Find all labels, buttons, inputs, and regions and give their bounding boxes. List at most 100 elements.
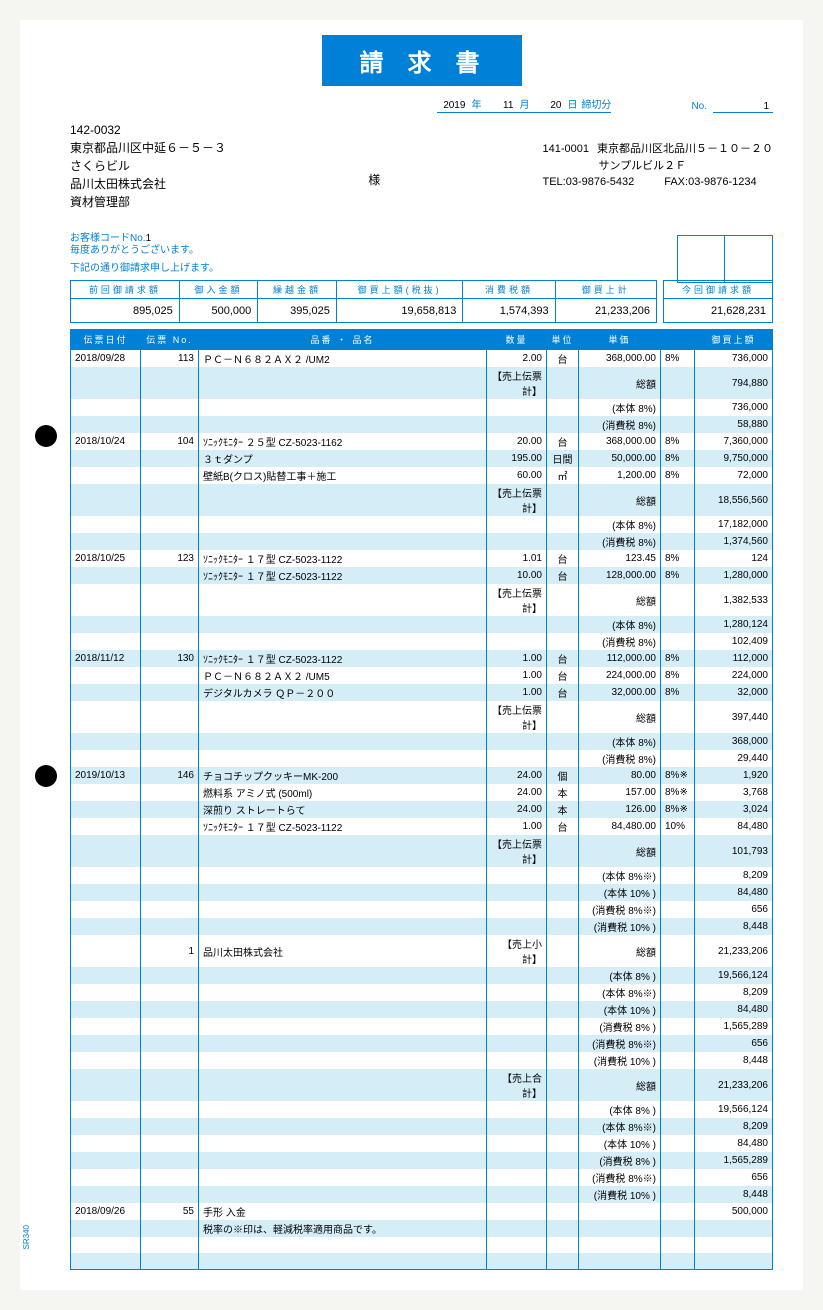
- unit-cell: [547, 884, 579, 901]
- unit-cell: [547, 1135, 579, 1152]
- date-cell: [71, 684, 141, 701]
- tax-cell: [661, 918, 695, 935]
- price-cell: 総額: [579, 701, 661, 733]
- slip-cell: [141, 967, 199, 984]
- price-cell: (消費税 8%): [579, 533, 661, 550]
- detail-header: 単位: [547, 330, 579, 350]
- name-cell: [199, 984, 487, 1001]
- price-cell: (本体 8% ): [579, 1101, 661, 1118]
- name-cell: ＰＣ－Ｎ６８２ＡＸ２ /UM2: [199, 350, 487, 368]
- amount-cell: 84,480: [695, 1135, 773, 1152]
- table-row: 【売上伝票計】総額794,880: [71, 367, 773, 399]
- summary-value: 500,000: [179, 299, 258, 323]
- name-cell: [199, 1169, 487, 1186]
- date-cell: [71, 1237, 141, 1253]
- date-cell: [71, 1101, 141, 1118]
- qty-cell: [487, 516, 547, 533]
- name-cell: [199, 867, 487, 884]
- unit-cell: 本: [547, 784, 579, 801]
- qty-cell: [487, 984, 547, 1001]
- name-cell: 税率の※印は、軽減税率適用商品です。: [199, 1220, 487, 1237]
- tax-cell: 8%※: [661, 801, 695, 818]
- unit-cell: [547, 416, 579, 433]
- slip-cell: [141, 484, 199, 516]
- date-cell: [71, 416, 141, 433]
- amount-cell: 32,000: [695, 684, 773, 701]
- price-cell: 1,200.00: [579, 467, 661, 484]
- qty-cell: 【売上伝票計】: [487, 584, 547, 616]
- name-cell: ｿﾆｯｸﾓﾆﾀｰ １７型 CZ-5023-1122: [199, 550, 487, 567]
- detail-header: 伝票 No.: [141, 330, 199, 350]
- tax-cell: [661, 1169, 695, 1186]
- slip-cell: [141, 901, 199, 918]
- unit-cell: [547, 1203, 579, 1220]
- table-row: [71, 1237, 773, 1253]
- price-cell: (本体 8%※): [579, 1118, 661, 1135]
- table-row: デジタルカメラ ＱＰ－２００1.00台32,000.008%32,000: [71, 684, 773, 701]
- date-cell: [71, 533, 141, 550]
- tax-cell: [661, 616, 695, 633]
- detail-header: 数量: [487, 330, 547, 350]
- unit-cell: [547, 367, 579, 399]
- amount-cell: 1,565,289: [695, 1018, 773, 1035]
- qty-cell: [487, 399, 547, 416]
- amount-cell: 736,000: [695, 350, 773, 368]
- slip-cell: [141, 784, 199, 801]
- slip-cell: [141, 467, 199, 484]
- date-cell: [71, 667, 141, 684]
- name-cell: [199, 367, 487, 399]
- name-cell: 壁紙B(クロス)貼替工事＋施工: [199, 467, 487, 484]
- table-row: 深煎り ストレートらて24.00本126.008%※3,024: [71, 801, 773, 818]
- qty-cell: [487, 733, 547, 750]
- name-cell: [199, 918, 487, 935]
- slip-cell: 104: [141, 433, 199, 450]
- tax-cell: [661, 733, 695, 750]
- unit-cell: 個: [547, 767, 579, 784]
- table-row: ３ｔダンプ195.00日間50,000.008%9,750,000: [71, 450, 773, 467]
- price-cell: (本体 10% ): [579, 1135, 661, 1152]
- date-cell: 2018/10/24: [71, 433, 141, 450]
- slip-cell: [141, 1018, 199, 1035]
- amount-cell: 736,000: [695, 399, 773, 416]
- slip-cell: [141, 584, 199, 616]
- price-cell: 32,000.00: [579, 684, 661, 701]
- summary-value: 395,025: [258, 299, 337, 323]
- name-cell: [199, 633, 487, 650]
- qty-cell: [487, 867, 547, 884]
- date-cell: [71, 967, 141, 984]
- month: 11: [485, 100, 515, 111]
- slip-cell: [141, 1237, 199, 1253]
- name-cell: デジタルカメラ ＱＰ－２００: [199, 684, 487, 701]
- slip-cell: [141, 818, 199, 835]
- unit-cell: [547, 1152, 579, 1169]
- tax-cell: [661, 1220, 695, 1237]
- qty-cell: 20.00: [487, 433, 547, 450]
- tax-cell: [661, 533, 695, 550]
- name-cell: 品川太田株式会社: [199, 935, 487, 967]
- unit-cell: 日間: [547, 450, 579, 467]
- unit-cell: [547, 1118, 579, 1135]
- date-cell: [71, 1253, 141, 1269]
- table-row: 2018/11/12130ｿﾆｯｸﾓﾆﾀｰ １７型 CZ-5023-11221.…: [71, 650, 773, 667]
- slip-cell: [141, 533, 199, 550]
- amount-cell: 3,768: [695, 784, 773, 801]
- amount-cell: 21,233,206: [695, 1069, 773, 1101]
- amount-cell: 1,920: [695, 767, 773, 784]
- tax-cell: 8%: [661, 650, 695, 667]
- date-cell: [71, 367, 141, 399]
- slip-cell: 146: [141, 767, 199, 784]
- table-row: 【売上伝票計】総額101,793: [71, 835, 773, 867]
- slip-cell: [141, 918, 199, 935]
- tax-cell: [661, 1118, 695, 1135]
- slip-cell: [141, 1186, 199, 1203]
- date-cell: [71, 616, 141, 633]
- table-row: (本体 8%)368,000: [71, 733, 773, 750]
- unit-cell: [547, 835, 579, 867]
- unit-cell: [547, 984, 579, 1001]
- price-cell: (本体 8%): [579, 733, 661, 750]
- date-cell: [71, 1135, 141, 1152]
- price-cell: 総額: [579, 935, 661, 967]
- greeting-line-2: 下記の通り御請求申し上げます。: [70, 262, 773, 276]
- price-cell: (消費税 10% ): [579, 1186, 661, 1203]
- slip-cell: 130: [141, 650, 199, 667]
